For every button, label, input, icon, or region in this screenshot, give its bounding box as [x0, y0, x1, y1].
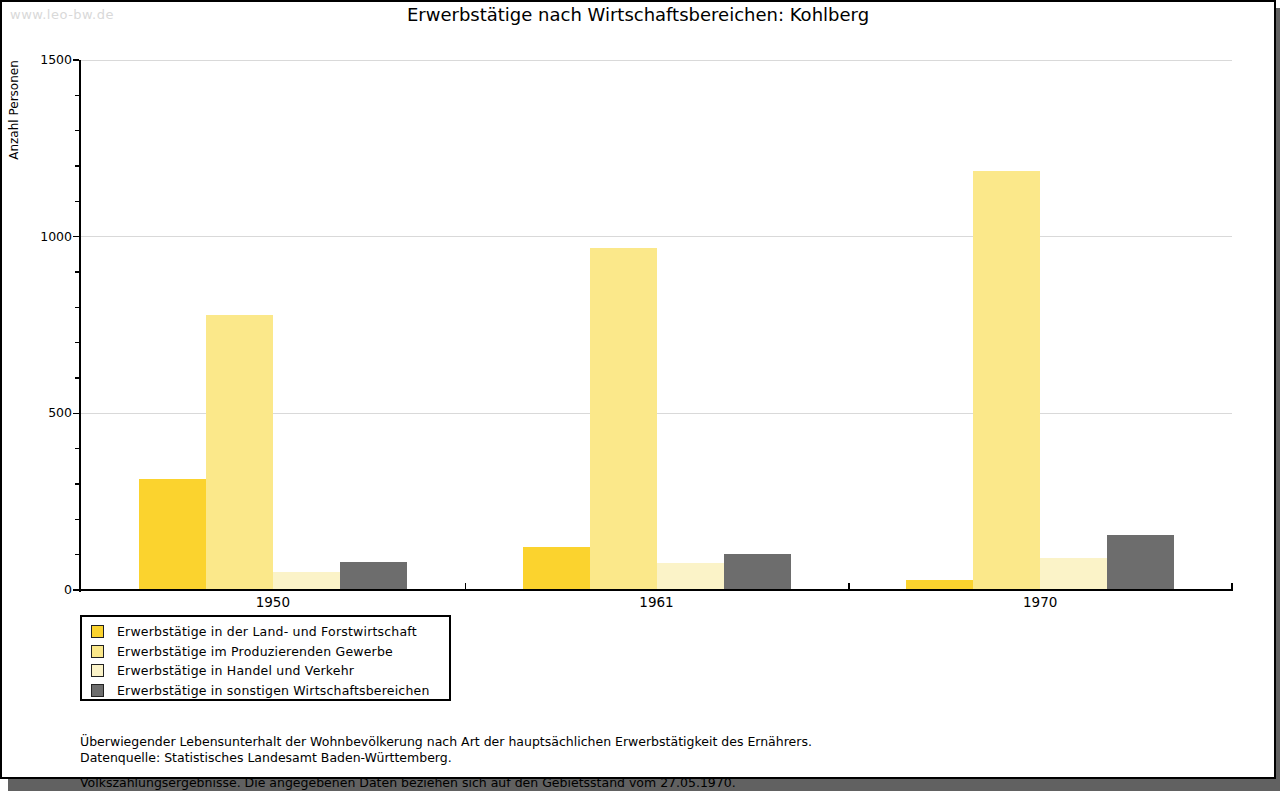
y-tick-1000 — [73, 236, 79, 238]
bar-1950-series-4 — [340, 562, 407, 589]
y-minor-tick-700 — [75, 342, 79, 344]
y-minor-tick-600 — [75, 377, 79, 379]
bar-1970-series-3 — [1040, 558, 1107, 589]
bar-1961-series-2 — [590, 248, 657, 589]
bar-1950-series-2 — [206, 315, 273, 589]
y-tick-label-500: 500 — [26, 405, 72, 420]
y-minor-tick-100 — [75, 554, 79, 556]
y-minor-tick-1400 — [75, 95, 79, 97]
x-tick-label-1950: 1950 — [228, 594, 318, 610]
bar-1970-series-2 — [973, 171, 1040, 589]
legend-box: Erwerbstätige in der Land- und Forstwirt… — [80, 615, 451, 701]
legend-item-2: Erwerbstätige im Produzierenden Gewerbe — [91, 642, 449, 662]
legend-label: Erwerbstätige in sonstigen Wirtschaftsbe… — [117, 683, 430, 698]
legend-label: Erwerbstätige im Produzierenden Gewerbe — [117, 644, 393, 659]
y-tick-500 — [73, 413, 79, 415]
y-axis-label: Anzahl Personen — [7, 20, 21, 200]
y-minor-tick-400 — [75, 448, 79, 450]
legend-swatch-icon — [91, 645, 104, 658]
chart-page: www.leo-bw.de Erwerbstätige nach Wirtsch… — [0, 0, 1280, 791]
bar-1970-series-4 — [1107, 535, 1174, 589]
legend-label: Erwerbstätige in der Land- und Forstwirt… — [117, 624, 417, 639]
x-axis-line — [79, 589, 1233, 591]
gridline-1000 — [81, 236, 1232, 237]
y-tick-label-1000: 1000 — [26, 229, 72, 244]
x-tick-label-1961: 1961 — [612, 594, 702, 610]
y-minor-tick-1300 — [75, 130, 79, 132]
legend-item-4: Erwerbstätige in sonstigen Wirtschaftsbe… — [91, 681, 449, 701]
y-minor-tick-1100 — [75, 201, 79, 203]
legend-rows: Erwerbstätige in der Land- und Forstwirt… — [91, 622, 449, 700]
y-tick-0 — [73, 589, 79, 591]
y-tick-1500 — [73, 59, 79, 61]
chart-title: Erwerbstätige nach Wirtschaftsbereichen:… — [0, 4, 1276, 25]
y-minor-tick-1200 — [75, 165, 79, 167]
bar-1961-series-1 — [523, 547, 590, 589]
legend-item-1: Erwerbstätige in der Land- und Forstwirt… — [91, 622, 449, 642]
drop-shadow-right — [1276, 8, 1280, 779]
footnote-line-1: Überwiegender Lebensunterhalt der Wohnbe… — [80, 735, 812, 749]
x-tick-label-1970: 1970 — [995, 594, 1085, 610]
bar-1950-series-3 — [273, 572, 340, 589]
legend-label: Erwerbstätige in Handel und Verkehr — [117, 663, 354, 678]
legend-item-3: Erwerbstätige in Handel und Verkehr — [91, 661, 449, 681]
gridline-1500 — [81, 60, 1232, 61]
bar-1970-series-1 — [906, 580, 973, 589]
legend-swatch-icon — [91, 625, 104, 638]
bar-1961-series-3 — [657, 563, 724, 590]
y-minor-tick-800 — [75, 307, 79, 309]
y-minor-tick-300 — [75, 483, 79, 485]
legend-swatch-icon — [91, 684, 104, 697]
legend-swatch-icon — [91, 664, 104, 677]
bar-1950-series-1 — [139, 479, 206, 589]
x-axis-end-tick — [1231, 583, 1233, 590]
footnote-line-2: Volkszählungsergebnisse. Die angegebenen… — [80, 776, 812, 790]
data-source-text: Datenquelle: Statistisches Landesamt Bad… — [80, 750, 452, 765]
y-axis-line — [79, 60, 81, 592]
bar-1961-series-4 — [724, 554, 791, 589]
y-minor-tick-200 — [75, 519, 79, 521]
y-minor-tick-900 — [75, 271, 79, 273]
y-tick-label-1500: 1500 — [26, 52, 72, 67]
y-tick-label-0: 0 — [26, 582, 72, 597]
